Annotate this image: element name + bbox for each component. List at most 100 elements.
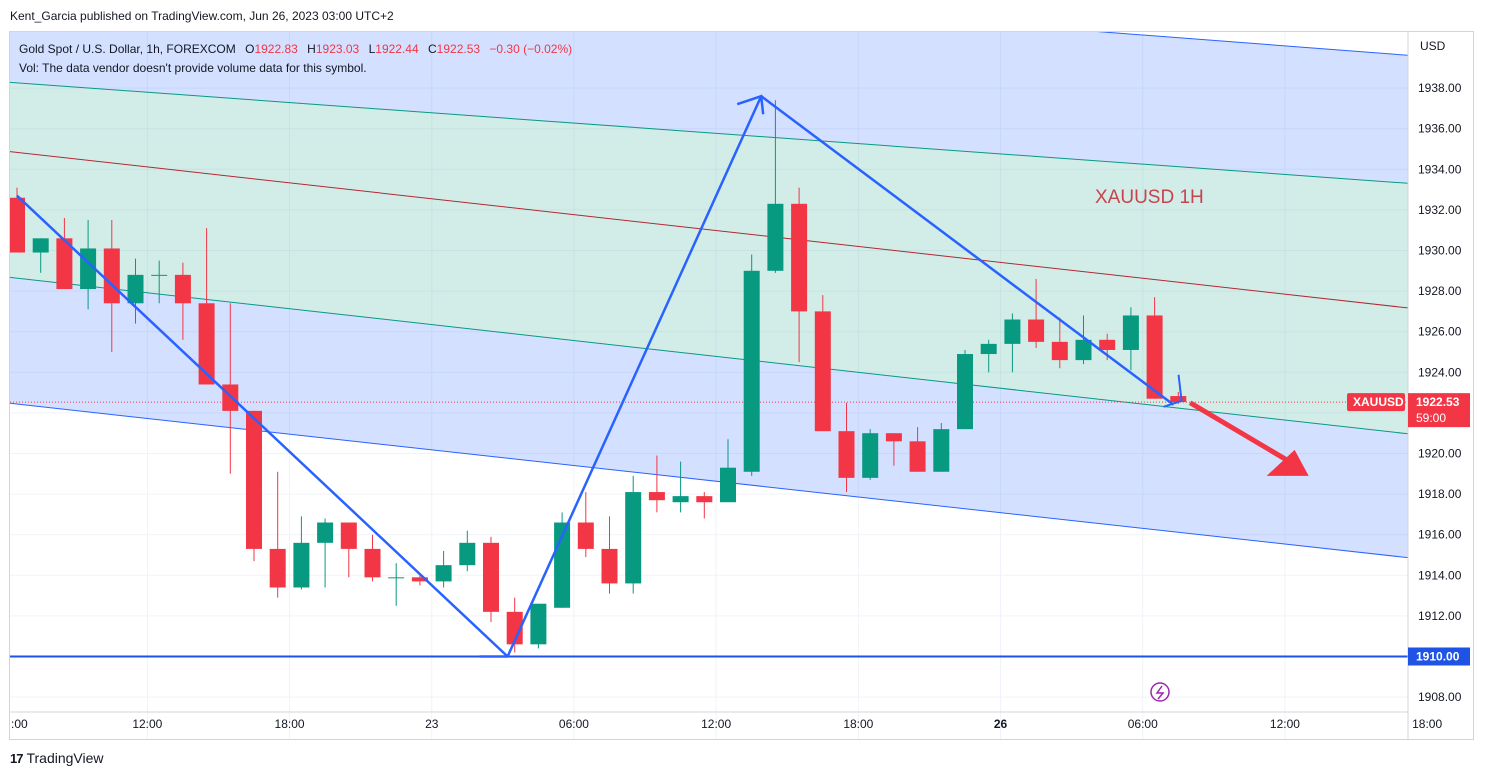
last-price-tag — [1408, 393, 1470, 428]
channel-center-line — [10, 81, 1408, 184]
zigzag-arrowhead-end — [1163, 374, 1183, 408]
price-tick-label: 1924.00 — [1418, 365, 1462, 379]
candle-body — [909, 441, 926, 472]
candle-body — [957, 354, 973, 430]
price-tick-label: 1930.00 — [1418, 244, 1462, 258]
countdown-label: 59:00 — [1416, 411, 1446, 425]
candle-body — [364, 548, 381, 578]
chart-title: XAUUSD 1H — [1095, 187, 1204, 208]
time-tick-label: 06:00 — [559, 717, 589, 731]
candle-body — [1075, 339, 1092, 361]
candle-body — [459, 542, 476, 566]
zigzag-arrowhead-peak — [736, 94, 765, 115]
candle-body — [483, 542, 499, 612]
candle-body — [293, 542, 310, 588]
candle-body — [648, 492, 665, 501]
candle-body — [56, 238, 73, 290]
candle-body — [151, 274, 168, 276]
publisher-line: Kent_Garcia published on TradingView.com… — [10, 9, 394, 23]
time-tick-label: 23 — [425, 717, 439, 731]
legend-close: 1922.53 — [436, 42, 481, 56]
time-tick-label: 12:00 — [701, 717, 731, 731]
candle-body — [1004, 319, 1021, 344]
candle-body — [32, 238, 49, 253]
time-tick-label: 12:00 — [1270, 717, 1300, 731]
price-tick-label: 1912.00 — [1418, 609, 1462, 623]
candle-body — [103, 248, 120, 304]
tradingview-wordmark: TradingView — [26, 750, 104, 766]
forecast-arrow-head — [1266, 449, 1309, 476]
candle-body — [980, 343, 997, 355]
time-tick-label: 26 — [994, 717, 1008, 731]
candle-body — [933, 429, 950, 472]
legend-volume-note: Vol: The data vendor doesn't provide vol… — [19, 61, 367, 75]
legend-low-label: L — [368, 42, 376, 56]
legend-open-label: O — [245, 42, 255, 56]
price-tick-label: 1920.00 — [1418, 447, 1462, 461]
price-tick-label: 1938.00 — [1418, 81, 1462, 95]
price-tick-label: 1914.00 — [1418, 568, 1462, 582]
candle-body — [601, 548, 618, 584]
channel-median-line — [10, 151, 1408, 309]
candle-body — [862, 433, 879, 478]
legend-change: −0.30 (−0.02%) — [489, 42, 573, 56]
legend-low: 1922.44 — [375, 42, 419, 56]
candle-body — [625, 492, 642, 584]
candle-body — [1122, 315, 1139, 350]
candle-body — [198, 303, 215, 385]
symbol-legend: Gold Spot / U.S. Dollar, 1h, FOREXCOM O1… — [19, 40, 572, 78]
candle-body — [411, 577, 428, 582]
candle-body — [696, 496, 713, 503]
time-tick-label: 18:00 — [1412, 717, 1442, 731]
candle-body — [317, 522, 334, 543]
candle-body — [672, 496, 689, 503]
legend-close-label: C — [428, 42, 437, 56]
candle-body — [388, 577, 405, 579]
price-tick-label: 1926.00 — [1418, 325, 1462, 339]
candle-body — [127, 274, 144, 304]
candle-body — [1028, 319, 1045, 342]
plot-area: XAUUSD 1H — [10, 32, 1408, 739]
time-tick-label: 18:00 — [275, 717, 305, 731]
candle-body — [743, 270, 760, 472]
legend-open: 1922.83 — [254, 42, 298, 56]
legend-ohlc-row: Gold Spot / U.S. Dollar, 1h, FOREXCOM O1… — [19, 40, 572, 59]
time-tick-label: 06:00 — [1128, 717, 1158, 731]
footer-brand[interactable]: 17 TradingView — [10, 750, 104, 766]
event-bolt-icon — [1150, 682, 1170, 702]
candle-body — [530, 603, 547, 645]
symbol-tag — [1347, 393, 1405, 412]
channel-fill-top — [10, 32, 1408, 184]
symbol-tag-label: XAUUSD — [1353, 395, 1404, 409]
price-tick-label: 1932.00 — [1418, 203, 1462, 217]
tradingview-logo-icon: 17 — [10, 750, 24, 766]
candle-body — [791, 203, 808, 312]
candle-body — [506, 611, 523, 645]
forecast-arrow-shaft — [1188, 400, 1298, 468]
candle-body — [10, 197, 25, 253]
price-tick-label: 1908.00 — [1418, 690, 1462, 704]
candle-body — [720, 467, 736, 503]
candle-body — [814, 311, 831, 432]
channel-upper-line — [1096, 32, 1408, 56]
candle-body — [1099, 339, 1116, 350]
support-price-label: 1910.00 — [1416, 650, 1460, 664]
currency-label: USD — [1420, 39, 1446, 53]
candle-body — [838, 431, 855, 478]
zigzag-path — [16, 94, 1175, 658]
candle-body — [435, 565, 452, 582]
candle-body — [246, 410, 262, 549]
time-tick-label: :00 — [11, 717, 28, 731]
support-price-tag — [1408, 647, 1470, 666]
time-tick-label: 12:00 — [132, 717, 162, 731]
time-tick-label: 18:00 — [843, 717, 873, 731]
price-tick-label: 1928.00 — [1418, 284, 1462, 298]
price-tick-label: 1936.00 — [1418, 122, 1462, 136]
last-price-label: 1922.53 — [1416, 395, 1460, 409]
chart-frame — [9, 31, 1474, 740]
candle-body — [1170, 396, 1187, 403]
legend-symbol[interactable]: Gold Spot / U.S. Dollar, 1h, FOREXCOM — [19, 42, 236, 56]
candle-body — [767, 203, 784, 271]
price-tick-label: 1934.00 — [1418, 162, 1462, 176]
